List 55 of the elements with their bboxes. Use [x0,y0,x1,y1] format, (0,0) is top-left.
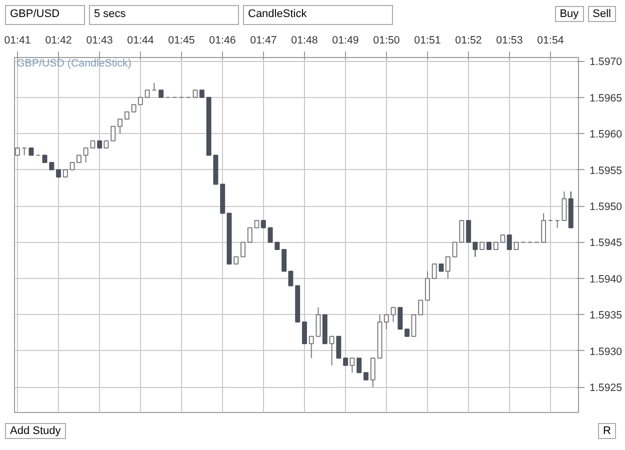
candlestick [424,270,430,301]
x-tick-label: 01:43 [86,34,113,46]
x-tick-label: 01:53 [496,34,523,46]
x-tick-label: 01:54 [537,34,564,46]
text: Sell [588,6,616,22]
y-tick-label: 1.5935 [590,310,622,322]
candlestick [418,300,424,316]
x-tick-label: 01:44 [127,34,154,46]
x-tick-label: 01:49 [332,34,359,46]
candlestick [110,126,116,142]
candlestick [329,336,334,366]
x-tick-label: 01:51 [414,34,441,46]
candlestick [247,227,252,243]
y-tick-label: 1.5965 [590,92,622,104]
candlestick [562,191,567,222]
candlestick [308,336,314,359]
candlestick [411,314,416,337]
y-tick-label: 1.5960 [590,128,622,141]
x-tick-label: 01:52 [455,34,482,46]
candlestick [541,212,546,243]
text: CandleStick [243,5,393,25]
y-tick-label: 1.5925 [590,382,622,394]
y-tick-label: 1.5945 [590,237,622,250]
candlestick [506,234,512,250]
y-tick-label: 1.5940 [590,273,622,286]
y-tick-label: 1.5930 [590,346,622,358]
candlestick [350,358,355,374]
candlestick [336,336,342,359]
candlestick [240,242,246,258]
candlestick [316,306,321,337]
text: R [598,423,616,439]
annotation: GBP/USD (CandleStick) [16,58,132,70]
x-tick-label: 01:48 [291,34,318,46]
x-tick-label: 01:47 [250,34,277,46]
text: Buy [554,6,584,22]
x-tick-label: 01:42 [45,34,72,46]
candlestick [370,358,376,388]
y-tick-label: 1.5950 [590,201,622,214]
candlestick [432,263,437,279]
x-tick-label: 01:50 [373,34,400,46]
candlestick [390,306,396,322]
y-tick-label: 1.5970 [590,56,622,68]
text: Add Study [5,423,66,439]
y-tick-label: 1.5955 [590,164,622,177]
x-tick-label: 01:41 [4,34,31,46]
candlestick [445,256,450,279]
text: 5 secs [89,5,239,25]
candlestick [398,306,403,330]
x-tick-label: 01:46 [209,34,236,46]
x-tick-label: 01:45 [168,34,195,46]
candlestick [118,118,123,134]
candlestick [356,358,362,374]
chart-title: GBP/USD [5,5,85,25]
candlestick [83,148,88,164]
candlestick [302,321,307,344]
